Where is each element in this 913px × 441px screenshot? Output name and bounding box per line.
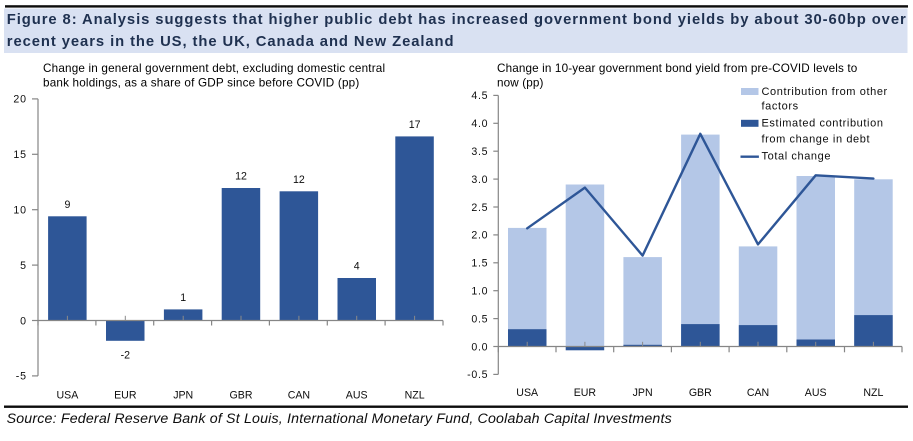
- svg-text:12: 12: [293, 174, 305, 186]
- svg-text:CAN: CAN: [288, 389, 310, 401]
- svg-text:CAN: CAN: [747, 387, 769, 399]
- svg-text:AUS: AUS: [346, 389, 368, 401]
- svg-text:NZL: NZL: [405, 389, 425, 401]
- svg-text:5: 5: [20, 260, 27, 272]
- svg-text:USA: USA: [516, 387, 539, 399]
- svg-text:4.5: 4.5: [471, 90, 488, 102]
- svg-text:0: 0: [20, 315, 27, 327]
- svg-text:factors: factors: [762, 100, 799, 112]
- svg-text:1.5: 1.5: [471, 258, 488, 270]
- svg-text:Figure 8: Analysis suggests th: Figure 8: Analysis suggests that higher …: [7, 12, 907, 28]
- svg-text:now (pp): now (pp): [497, 77, 544, 90]
- svg-text:from change in debt: from change in debt: [762, 133, 871, 145]
- svg-text:GBR: GBR: [230, 389, 253, 401]
- svg-text:JPN: JPN: [633, 387, 653, 399]
- svg-text:recent years in the US, the UK: recent years in the US, the UK, Canada a…: [7, 34, 455, 50]
- svg-text:bank holdings, as a share of G: bank holdings, as a share of GDP since b…: [43, 77, 359, 90]
- svg-text:10: 10: [13, 205, 26, 217]
- svg-text:2.5: 2.5: [471, 202, 488, 214]
- svg-text:12: 12: [235, 171, 247, 183]
- svg-text:3.0: 3.0: [471, 174, 488, 186]
- svg-text:USA: USA: [57, 389, 80, 401]
- svg-text:0.5: 0.5: [471, 313, 488, 325]
- svg-text:2.0: 2.0: [471, 230, 488, 242]
- svg-text:-2: -2: [121, 349, 131, 361]
- svg-text:GBR: GBR: [689, 387, 712, 399]
- svg-text:NZL: NZL: [863, 387, 883, 399]
- svg-text:3.5: 3.5: [471, 146, 488, 158]
- svg-text:EUR: EUR: [114, 389, 137, 401]
- svg-text:JPN: JPN: [173, 389, 193, 401]
- svg-text:AUS: AUS: [805, 387, 827, 399]
- svg-text:Total change: Total change: [762, 151, 832, 163]
- svg-text:0.0: 0.0: [471, 341, 488, 353]
- svg-text:Source: Federal Reserve Bank o: Source: Federal Reserve Bank of St Louis…: [7, 411, 672, 427]
- svg-text:1: 1: [180, 292, 186, 304]
- svg-text:-5: -5: [16, 371, 27, 383]
- svg-text:EUR: EUR: [574, 387, 597, 399]
- svg-text:Contribution from other: Contribution from other: [762, 86, 888, 98]
- svg-text:20: 20: [13, 94, 26, 106]
- svg-text:Change in general government d: Change in general government debt, exclu…: [43, 62, 385, 75]
- svg-text:Change in 10-year government b: Change in 10-year government bond yield …: [497, 62, 858, 75]
- svg-text:15: 15: [13, 149, 26, 161]
- svg-text:1.0: 1.0: [471, 286, 488, 298]
- svg-text:4.0: 4.0: [471, 118, 488, 130]
- svg-text:Estimated contribution: Estimated contribution: [762, 118, 884, 130]
- svg-text:17: 17: [409, 119, 421, 131]
- svg-text:-0.5: -0.5: [467, 369, 488, 381]
- svg-text:9: 9: [64, 199, 70, 211]
- svg-text:4: 4: [354, 261, 360, 273]
